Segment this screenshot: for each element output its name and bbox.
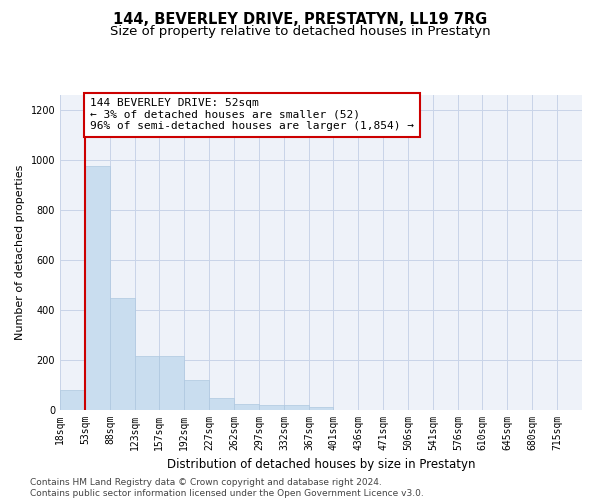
Bar [234,404,259,410]
Bar [159,356,184,410]
Bar [110,298,135,410]
Text: Size of property relative to detached houses in Prestatyn: Size of property relative to detached ho… [110,25,490,38]
Y-axis label: Number of detached properties: Number of detached properties [15,165,25,340]
Bar [184,380,209,410]
Bar [284,405,309,410]
Text: Contains HM Land Registry data © Crown copyright and database right 2024.
Contai: Contains HM Land Registry data © Crown c… [30,478,424,498]
Bar [60,390,85,410]
Bar [135,356,159,410]
Bar [209,398,234,410]
Bar [85,166,110,410]
Bar [259,404,284,410]
Text: 144, BEVERLEY DRIVE, PRESTATYN, LL19 7RG: 144, BEVERLEY DRIVE, PRESTATYN, LL19 7RG [113,12,487,28]
X-axis label: Distribution of detached houses by size in Prestatyn: Distribution of detached houses by size … [167,458,475,471]
Bar [309,407,333,410]
Text: 144 BEVERLEY DRIVE: 52sqm
← 3% of detached houses are smaller (52)
96% of semi-d: 144 BEVERLEY DRIVE: 52sqm ← 3% of detach… [90,98,414,132]
